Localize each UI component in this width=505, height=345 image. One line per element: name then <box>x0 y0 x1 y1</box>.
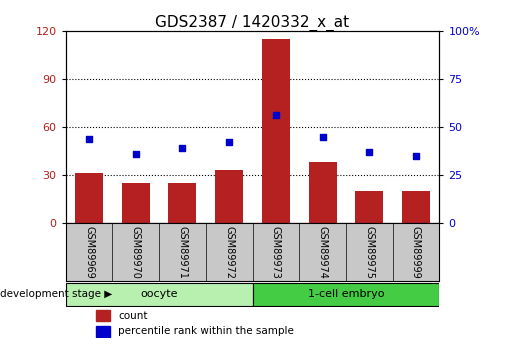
Text: oocyte: oocyte <box>140 289 178 299</box>
Point <box>365 149 373 155</box>
Text: GSM89975: GSM89975 <box>364 226 374 279</box>
FancyBboxPatch shape <box>66 283 252 306</box>
Point <box>319 134 327 139</box>
Bar <box>95 326 111 337</box>
Text: GSM89974: GSM89974 <box>318 226 328 279</box>
Bar <box>169 183 196 223</box>
Bar <box>215 170 243 223</box>
Text: GSM89970: GSM89970 <box>131 226 141 279</box>
Bar <box>309 162 337 223</box>
Text: GSM89973: GSM89973 <box>271 226 281 279</box>
Point <box>272 113 280 118</box>
Text: development stage ▶: development stage ▶ <box>0 289 112 299</box>
Bar <box>262 39 290 223</box>
Text: GSM89972: GSM89972 <box>224 226 234 279</box>
FancyBboxPatch shape <box>252 283 439 306</box>
Bar <box>95 310 111 321</box>
Text: 1-cell embryo: 1-cell embryo <box>308 289 384 299</box>
Text: GSM89969: GSM89969 <box>84 226 94 279</box>
Point <box>85 136 93 141</box>
Bar <box>122 183 150 223</box>
Bar <box>75 174 103 223</box>
Point <box>412 153 420 159</box>
Title: GDS2387 / 1420332_x_at: GDS2387 / 1420332_x_at <box>156 15 349 31</box>
Text: GSM89999: GSM89999 <box>411 226 421 279</box>
Point <box>225 140 233 145</box>
Text: GSM89971: GSM89971 <box>177 226 187 279</box>
Text: count: count <box>118 311 147 321</box>
Bar <box>356 191 383 223</box>
Point <box>178 145 186 151</box>
Bar <box>402 191 430 223</box>
Point <box>132 151 140 157</box>
Text: percentile rank within the sample: percentile rank within the sample <box>118 326 294 336</box>
